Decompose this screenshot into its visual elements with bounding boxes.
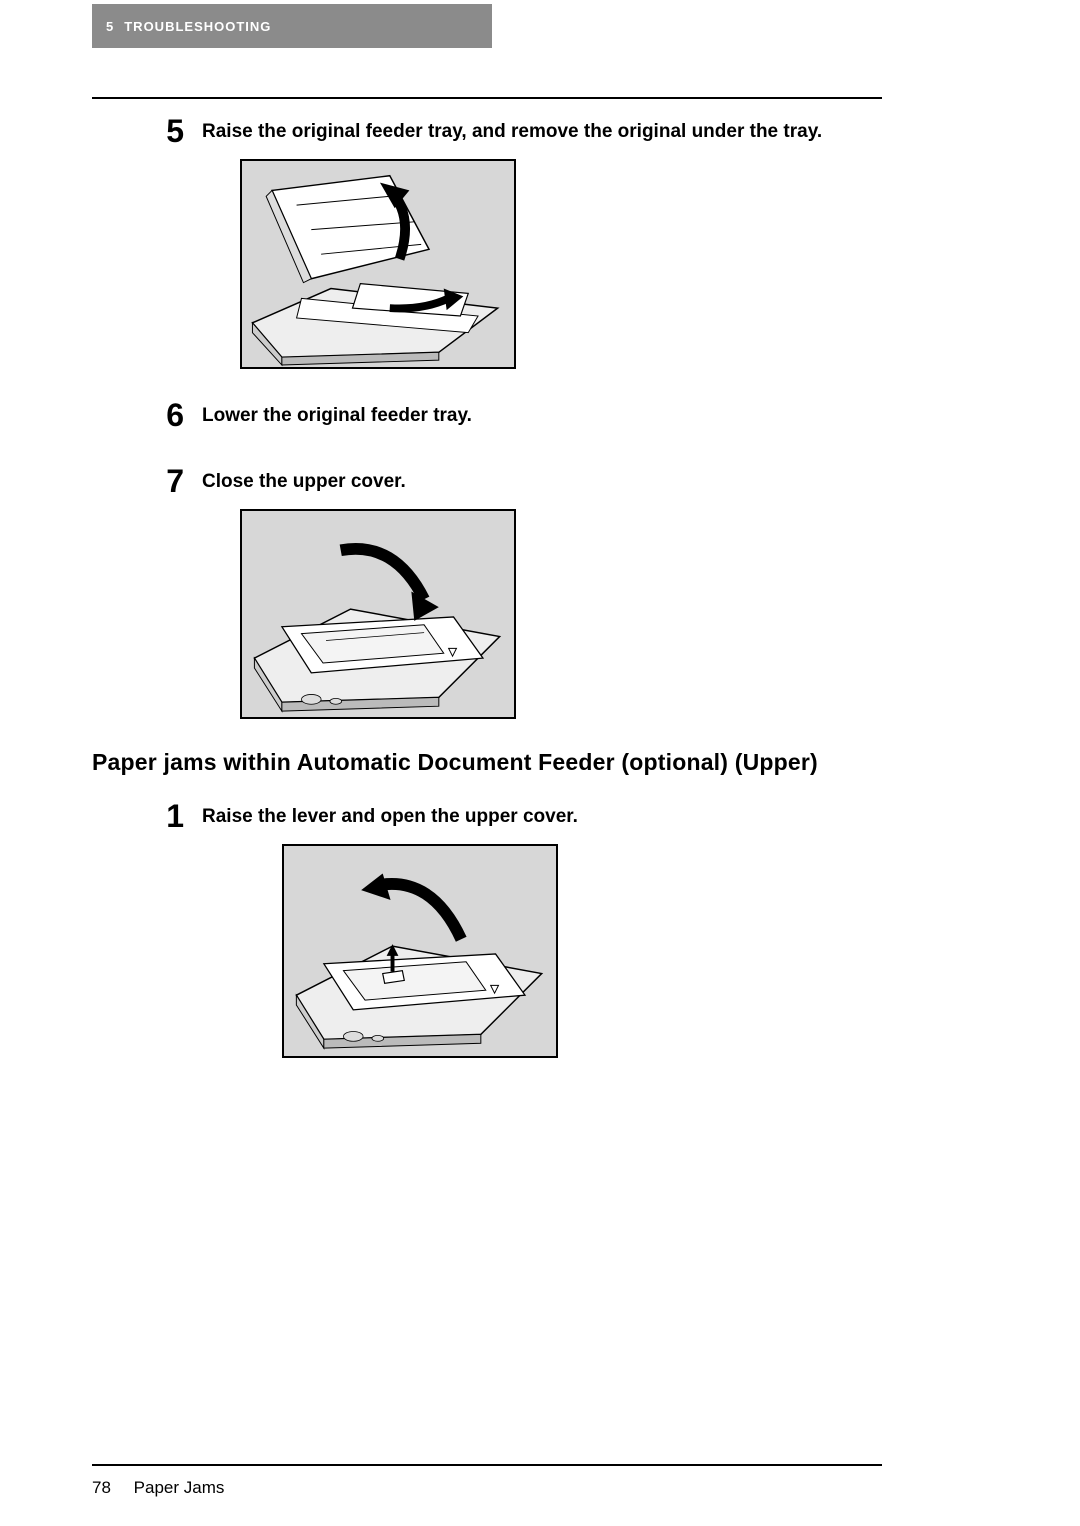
section-title: Paper jams within Automatic Document Fee… [92, 749, 882, 776]
page-footer: 78 Paper Jams [92, 1478, 224, 1498]
step-text: Lower the original feeder tray. [202, 399, 882, 429]
step-7: 7 Close the upper cover. [92, 465, 882, 497]
top-rule [92, 97, 882, 99]
step-text: Raise the original feeder tray, and remo… [202, 115, 882, 145]
chapter-header-tab: 5 TROUBLESHOOTING [92, 4, 492, 48]
step-text: Raise the lever and open the upper cover… [202, 800, 882, 830]
printer-open-cover-illustration [282, 844, 558, 1058]
printer-close-cover-illustration [240, 509, 516, 719]
page-number: 78 [92, 1478, 111, 1497]
manual-page: 5 TROUBLESHOOTING 5 Raise the original f… [0, 0, 1080, 1526]
step-number: 7 [92, 465, 202, 497]
step-number: 5 [92, 115, 202, 147]
illustration-wrap [240, 159, 882, 369]
printer-raise-tray-illustration [240, 159, 516, 369]
step-6: 6 Lower the original feeder tray. [92, 399, 882, 431]
illustration-wrap [282, 844, 882, 1058]
bottom-rule [92, 1464, 882, 1466]
illustration-wrap [240, 509, 882, 719]
step-number: 1 [92, 800, 202, 832]
chapter-number: 5 [106, 19, 114, 34]
step-number: 6 [92, 399, 202, 431]
content-area: 5 Raise the original feeder tray, and re… [92, 115, 882, 1088]
step-b-1: 1 Raise the lever and open the upper cov… [92, 800, 882, 832]
footer-section: Paper Jams [134, 1478, 225, 1497]
chapter-title: TROUBLESHOOTING [124, 19, 271, 34]
step-5: 5 Raise the original feeder tray, and re… [92, 115, 882, 147]
step-text: Close the upper cover. [202, 465, 882, 495]
